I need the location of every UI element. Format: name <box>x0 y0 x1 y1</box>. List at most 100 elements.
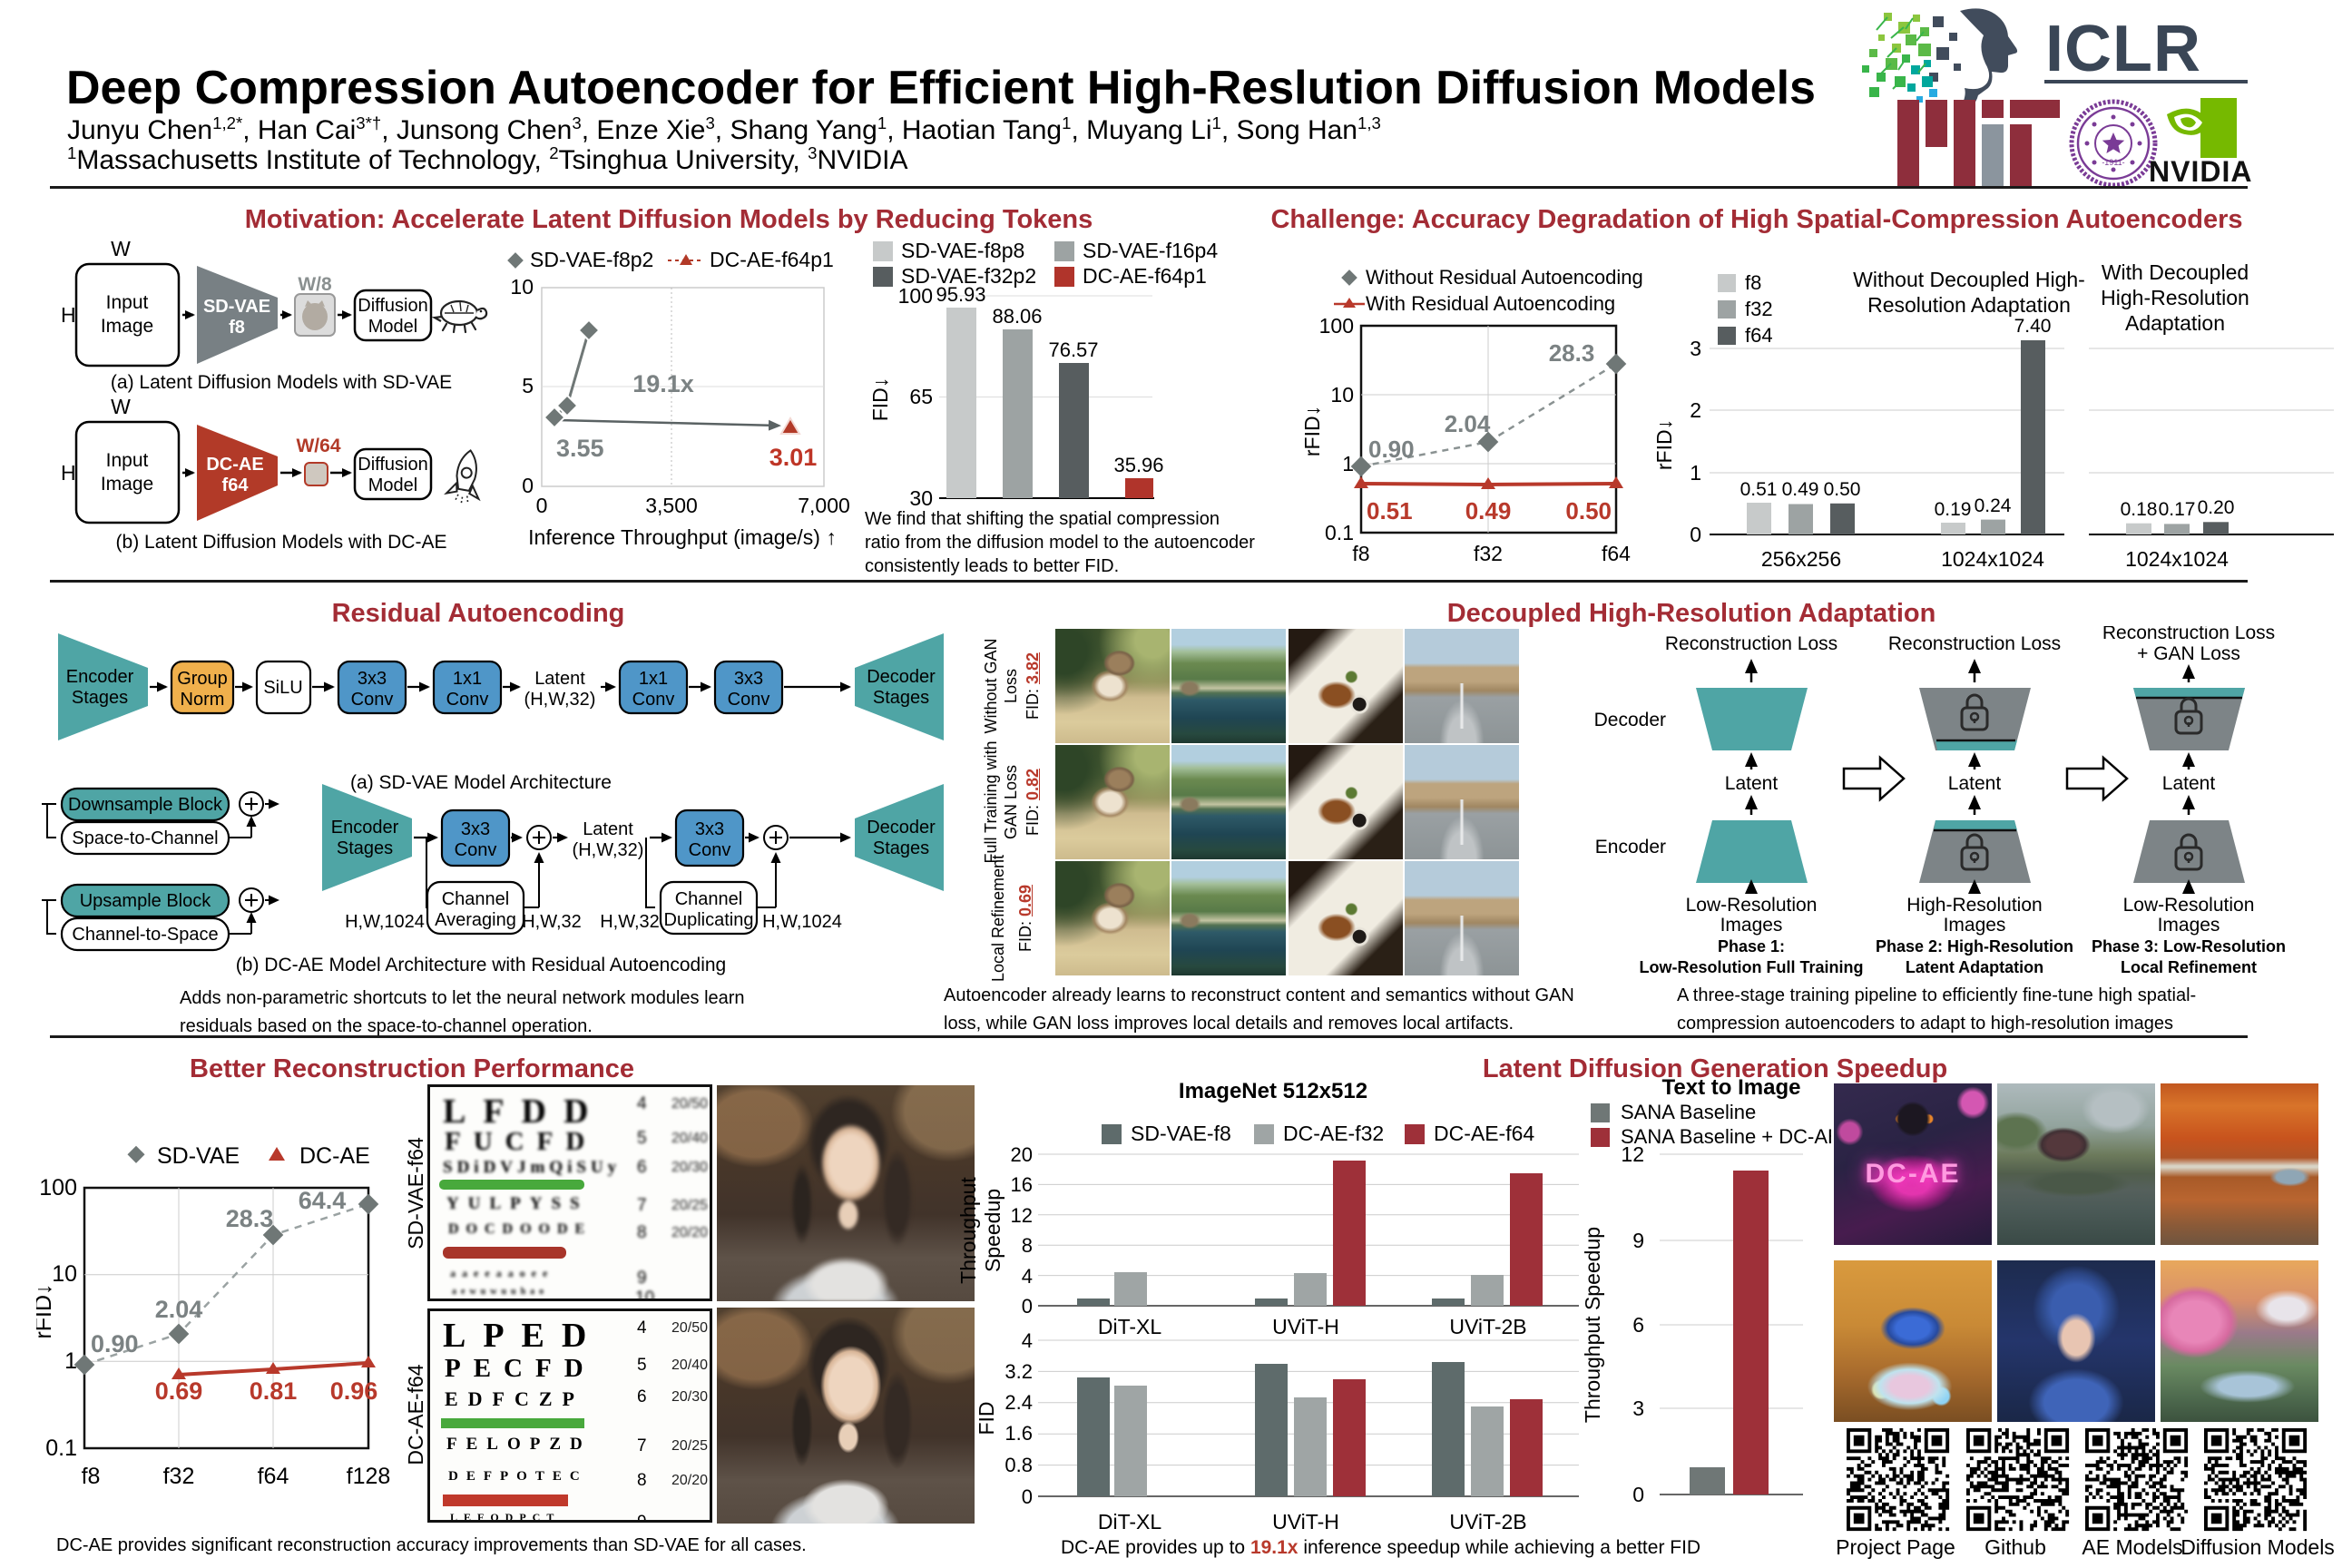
svg-text:rFID↓: rFID↓ <box>36 1283 56 1338</box>
svg-text:Speedup: Speedup <box>981 1189 1004 1272</box>
svg-text:Encoder: Encoder <box>66 667 134 687</box>
svg-text:Input: Input <box>106 450 149 471</box>
svg-text:0.49: 0.49 <box>1465 497 1512 524</box>
svg-text:0.90: 0.90 <box>1368 436 1415 463</box>
svg-text:Model: Model <box>368 475 417 495</box>
svg-text:3.55: 3.55 <box>556 435 604 462</box>
svg-text:SD-VAE-f8: SD-VAE-f8 <box>1131 1122 1231 1145</box>
svg-text:100: 100 <box>1319 314 1354 338</box>
svg-text:UViT-H: UViT-H <box>1272 1315 1339 1338</box>
svg-text:f8: f8 <box>229 318 245 338</box>
svg-text:SD-VAE: SD-VAE <box>157 1143 240 1169</box>
svg-text:0.51: 0.51 <box>1740 479 1778 500</box>
svg-text:2.04: 2.04 <box>1445 410 1491 437</box>
svg-text:Image: Image <box>101 474 153 495</box>
svg-text:Images: Images <box>1720 915 1783 936</box>
svg-text:+ GAN Loss: + GAN Loss <box>2137 643 2240 664</box>
svg-text:0: 0 <box>536 494 548 517</box>
svg-text:SD-VAE-f8p8: SD-VAE-f8p8 <box>901 239 1024 262</box>
svg-text:0.1: 0.1 <box>45 1436 77 1461</box>
svg-text:Stages: Stages <box>873 688 929 708</box>
svg-text:4: 4 <box>1022 1329 1033 1352</box>
svg-text:Reconstruction Loss: Reconstruction Loss <box>1665 633 1838 654</box>
svg-text:0.1: 0.1 <box>1325 521 1354 544</box>
svg-text:28.3: 28.3 <box>1549 339 1595 367</box>
svg-text:H,W,32: H,W,32 <box>522 912 582 932</box>
svg-text:19.1x: 19.1x <box>632 370 694 397</box>
svg-text:DC-AE: DC-AE <box>299 1143 370 1169</box>
svg-text:10: 10 <box>1330 383 1354 407</box>
svg-text:H,W,1024: H,W,1024 <box>762 912 842 932</box>
svg-text:High-Resolution: High-Resolution <box>2101 286 2249 309</box>
svg-text:Low-Resolution: Low-Resolution <box>2123 895 2255 916</box>
svg-text:3.01: 3.01 <box>769 444 818 471</box>
svg-text:f32: f32 <box>1474 542 1503 565</box>
svg-text:Diffusion: Diffusion <box>358 455 427 475</box>
svg-text:0.17: 0.17 <box>2159 499 2196 520</box>
svg-text:UViT-H: UViT-H <box>1272 1510 1339 1534</box>
svg-text:SD-VAE-f32p2: SD-VAE-f32p2 <box>901 264 1036 288</box>
svg-text:65: 65 <box>909 385 933 408</box>
svg-text:Input: Input <box>106 292 149 313</box>
svg-text:W/64: W/64 <box>296 436 340 456</box>
svg-text:H: H <box>61 303 76 327</box>
svg-text:Images: Images <box>2158 915 2220 936</box>
svg-text:f64: f64 <box>258 1464 289 1489</box>
svg-text:0.24: 0.24 <box>1975 495 2012 516</box>
svg-text:SD-VAE-f16p4: SD-VAE-f16p4 <box>1083 239 1218 262</box>
svg-text:6: 6 <box>1632 1313 1644 1337</box>
svg-text:35.96: 35.96 <box>1113 454 1163 476</box>
svg-text:Latent: Latent <box>2162 773 2216 794</box>
svg-text:DC-AE-f64p1: DC-AE-f64p1 <box>710 248 834 271</box>
svg-text:1: 1 <box>1342 452 1354 475</box>
svg-text:12: 12 <box>1621 1142 1644 1166</box>
svg-text:Reconstruction Loss: Reconstruction Loss <box>2102 626 2275 643</box>
svg-text:(a) Latent Diffusion Models wi: (a) Latent Diffusion Models with SD-VAE <box>111 372 452 393</box>
svg-text:76.57: 76.57 <box>1048 338 1098 361</box>
svg-text:W: W <box>111 237 131 260</box>
svg-text:Conv: Conv <box>632 690 675 710</box>
svg-text:FID↓: FID↓ <box>868 377 892 422</box>
svg-text:2: 2 <box>1690 398 1701 422</box>
svg-text:1x1: 1x1 <box>639 669 668 689</box>
svg-text:0.8: 0.8 <box>1004 1454 1033 1476</box>
svg-text:NVIDIA: NVIDIA <box>2149 155 2252 187</box>
svg-text:Channel-to-Space: Channel-to-Space <box>72 925 218 945</box>
svg-text:Image: Image <box>101 316 153 337</box>
svg-text:f64: f64 <box>1602 542 1631 565</box>
svg-text:1: 1 <box>1690 461 1701 485</box>
svg-text:1.6: 1.6 <box>1004 1422 1033 1445</box>
svg-text:f64: f64 <box>1745 324 1773 347</box>
svg-text:Adaptation: Adaptation <box>2125 311 2225 335</box>
svg-text:95.93: 95.93 <box>936 283 985 306</box>
svg-text:0.81: 0.81 <box>250 1377 298 1405</box>
svg-text:Conv: Conv <box>455 840 497 860</box>
svg-text:Duplicating: Duplicating <box>664 910 754 930</box>
svg-text:0.96: 0.96 <box>330 1377 378 1405</box>
svg-text:Decoder: Decoder <box>867 818 936 838</box>
svg-text:Channel: Channel <box>442 889 510 909</box>
svg-text:3x3: 3x3 <box>695 819 724 839</box>
svg-text:H,W,32: H,W,32 <box>600 912 660 932</box>
svg-text:0: 0 <box>1022 1485 1033 1508</box>
svg-text:Latent: Latent <box>583 819 633 839</box>
svg-text:DiT-XL: DiT-XL <box>1098 1510 1162 1534</box>
svg-text:Latent: Latent <box>1725 773 1779 794</box>
svg-text:f32: f32 <box>1745 298 1773 320</box>
svg-text:0.50: 0.50 <box>1824 479 1861 500</box>
svg-text:Decoder: Decoder <box>867 667 936 687</box>
svg-text:Conv: Conv <box>689 840 731 860</box>
svg-text:Throughput: Throughput <box>956 1177 980 1284</box>
svg-text:12: 12 <box>1011 1204 1033 1227</box>
svg-text:10: 10 <box>52 1261 77 1287</box>
svg-text:(b) Latent Diffusion Models wi: (b) Latent Diffusion Models with DC-AE <box>116 532 447 553</box>
svg-text:Phase 3: Low-Resolution: Phase 3: Low-Resolution <box>2092 937 2286 956</box>
svg-text:rFID↓: rFID↓ <box>1652 419 1676 470</box>
svg-text:3: 3 <box>1690 337 1701 360</box>
svg-text:Space-to-Channel: Space-to-Channel <box>72 828 218 848</box>
svg-text:4: 4 <box>1022 1265 1033 1288</box>
svg-text:Decoder: Decoder <box>1594 710 1666 730</box>
svg-text:0.49: 0.49 <box>1782 479 1819 500</box>
svg-text:f8: f8 <box>82 1464 101 1489</box>
svg-text:ICLR: ICLR <box>2045 13 2201 85</box>
